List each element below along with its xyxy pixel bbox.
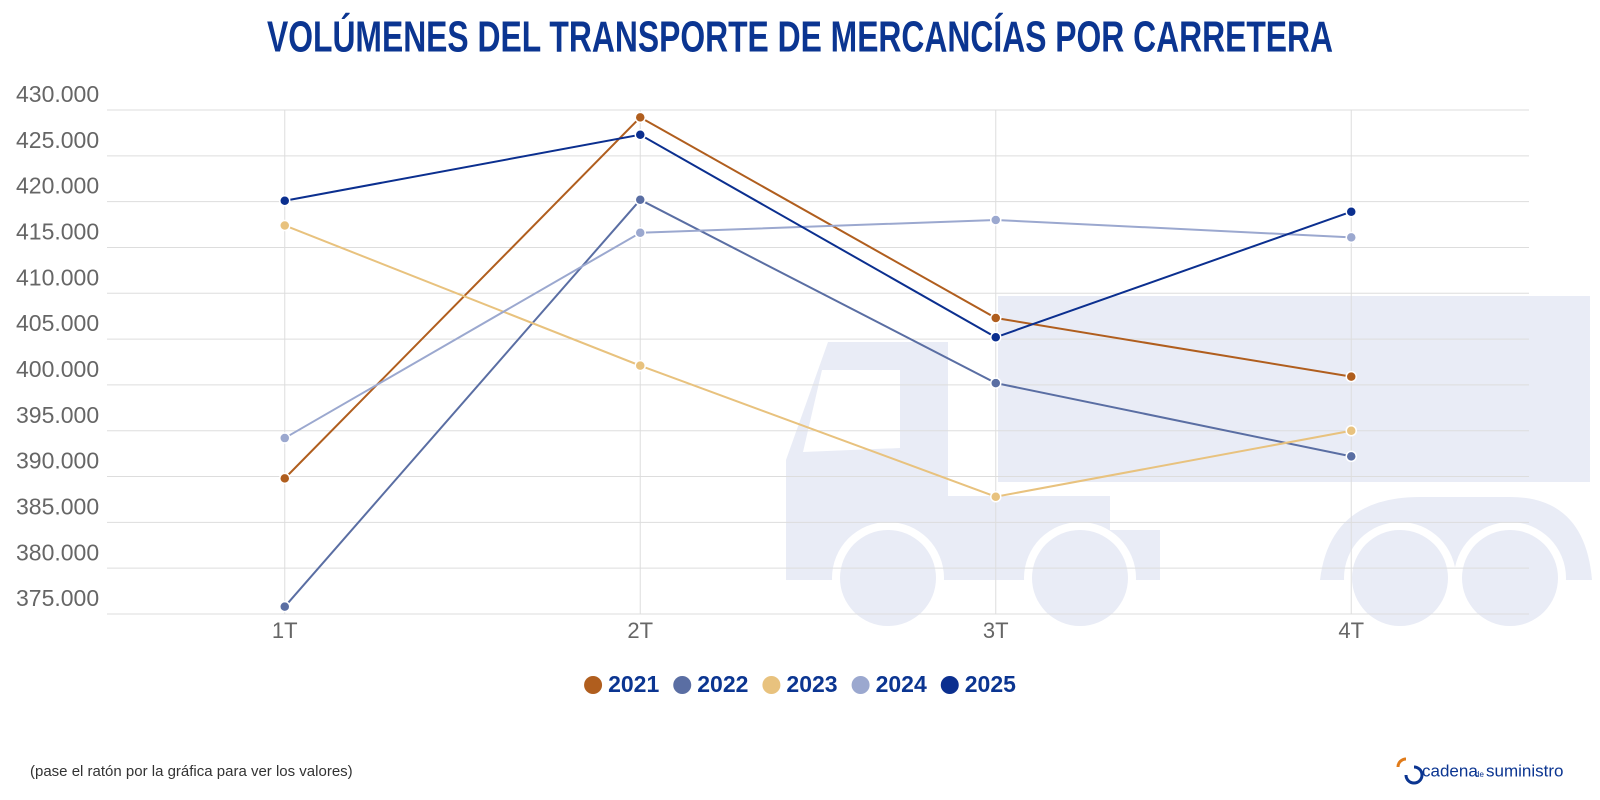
data-point — [279, 472, 291, 485]
data-point — [279, 219, 291, 232]
truck-watermark — [786, 296, 1592, 634]
data-point — [1345, 205, 1357, 218]
data-point — [990, 377, 1002, 389]
y-tick-label: 375.000 — [16, 585, 99, 611]
y-tick-label: 410.000 — [16, 264, 99, 290]
legend: 2021 2022 2023 2024 2025 — [584, 671, 1016, 697]
footnote: (pase el ratón por la gráfica para ver l… — [30, 763, 353, 780]
y-tick-label: 380.000 — [16, 539, 99, 565]
logo-text: cadena — [1422, 761, 1478, 780]
legend-marker — [851, 676, 870, 694]
series-line — [284, 224, 1352, 498]
data-point — [1345, 370, 1357, 383]
y-tick-label: 390.000 — [16, 448, 99, 474]
legend-item: 2025 — [940, 671, 1016, 697]
legend-marker — [762, 676, 781, 694]
data-point — [279, 432, 291, 444]
series-line — [284, 133, 1352, 339]
legend-label: 2022 — [697, 671, 748, 697]
x-tick-label: 3T — [983, 618, 1009, 643]
legend-item: 2023 — [762, 671, 838, 697]
data-point — [990, 312, 1002, 324]
y-tick-label: 395.000 — [16, 402, 99, 428]
legend-label: 2021 — [608, 671, 659, 697]
data-point — [279, 194, 291, 207]
data-point — [1345, 450, 1357, 463]
data-point — [990, 214, 1002, 226]
y-tick-label: 425.000 — [16, 127, 99, 153]
legend-marker — [940, 676, 959, 694]
logo-text: suministro — [1486, 761, 1563, 780]
data-point — [634, 359, 646, 372]
x-tick-label: 1T — [272, 618, 298, 643]
x-tick-label: 4T — [1338, 618, 1364, 643]
data-point — [634, 128, 646, 141]
series-line — [283, 198, 1352, 608]
legend-item: 2024 — [851, 671, 927, 697]
y-tick-label: 400.000 — [16, 356, 99, 382]
data-point — [279, 600, 291, 613]
data-point — [1345, 424, 1357, 437]
legend-item: 2021 — [584, 671, 659, 697]
data-point — [634, 194, 646, 206]
legend-label: 2025 — [965, 671, 1016, 697]
legend-label: 2023 — [786, 671, 837, 697]
data-point — [634, 227, 646, 239]
y-tick-label: 430.000 — [16, 81, 99, 107]
legend-item: 2022 — [673, 671, 748, 697]
y-tick-label: 405.000 — [16, 310, 99, 336]
data-point — [990, 490, 1002, 503]
data-point — [1345, 231, 1357, 244]
data-point — [990, 331, 1002, 344]
chart-title: VOLÚMENES DEL TRANSPORTE DE MERCANCÍAS P… — [267, 12, 1333, 62]
data-point — [634, 111, 646, 124]
legend-marker — [673, 676, 692, 694]
logo-text: de — [1475, 770, 1484, 779]
logo: cadena de suministro — [1396, 757, 1563, 785]
legend-marker — [584, 676, 603, 694]
y-tick-label: 420.000 — [16, 173, 99, 199]
legend-label: 2024 — [876, 671, 927, 697]
y-tick-label: 385.000 — [16, 493, 99, 519]
y-tick-label: 415.000 — [16, 219, 99, 245]
grid — [107, 109, 1529, 615]
series-line — [284, 116, 1352, 480]
series-line — [284, 218, 1352, 439]
x-tick-label: 2T — [627, 618, 653, 643]
